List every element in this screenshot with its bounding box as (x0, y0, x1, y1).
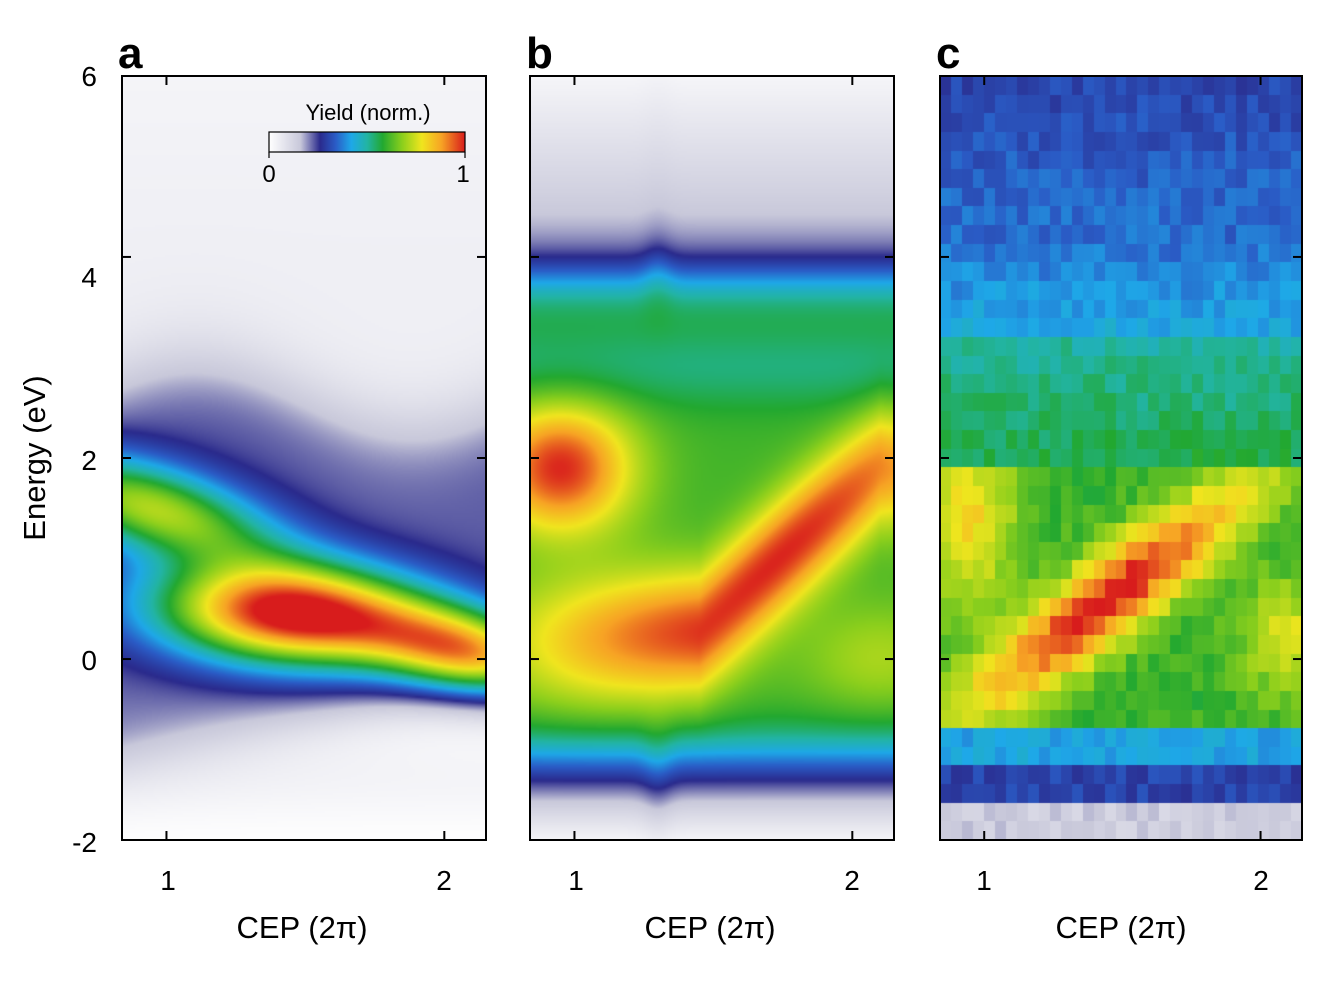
y-tick-label: 4 (81, 262, 97, 293)
panel-letter-c: c (936, 29, 960, 78)
x-axis-label-c: CEP (2π) (1055, 910, 1186, 945)
heatmap-b (530, 76, 894, 840)
x-tick-label: 1 (976, 865, 992, 896)
x-tick-label: 2 (436, 865, 452, 896)
y-tick-label: -2 (72, 827, 97, 858)
x-axis-label-a: CEP (2π) (236, 910, 367, 945)
colorbar-min-label: 0 (262, 161, 275, 188)
x-tick-label: 1 (160, 865, 176, 896)
y-tick-label: 2 (81, 445, 97, 476)
y-tick-label: 0 (81, 645, 97, 676)
x-tick-label: 1 (568, 865, 584, 896)
y-tick-label: 6 (81, 61, 97, 92)
panel-letter-a: a (118, 29, 143, 78)
colorbar-title: Yield (norm.) (305, 100, 430, 125)
heatmap-c (940, 76, 1302, 840)
axis-ticks-b (530, 75, 894, 841)
x-axis-label-b: CEP (2π) (644, 910, 775, 945)
x-tick-label: 2 (844, 865, 860, 896)
panel-b: b 1 2 CEP (2π) (526, 29, 895, 945)
panel-letter-b: b (526, 29, 553, 78)
axis-ticks-c (940, 75, 1302, 841)
colorbar: Yield (norm.) 0 1 (262, 100, 469, 188)
colorbar-max-label: 1 (456, 161, 469, 188)
colorbar-bar (268, 131, 466, 153)
x-tick-label: 2 (1253, 865, 1269, 896)
axis-ticks-a (122, 75, 486, 841)
heatmap-a (122, 76, 486, 840)
y-axis-label: Energy (eV) (17, 375, 52, 540)
panel-c: c 1 2 CEP (2π) (936, 29, 1303, 945)
panel-a: a 1 2 6 4 2 0 -2 CEP (2π) Energy (eV) Yi… (17, 29, 487, 945)
